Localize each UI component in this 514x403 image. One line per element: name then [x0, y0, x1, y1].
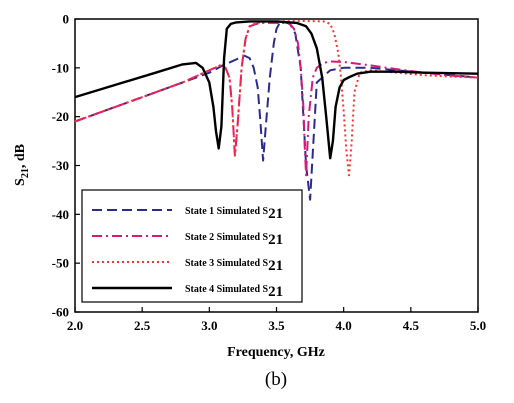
y-tick-label: -10 [52, 60, 69, 75]
y-tick-label: -60 [52, 305, 69, 320]
series-layer [74, 20, 479, 201]
x-tick-label: 2.5 [134, 318, 151, 333]
x-tick-label: 2.0 [67, 318, 83, 333]
x-axis-title: Frequency, GHz [227, 345, 325, 360]
y-tick-label: 0 [63, 12, 70, 27]
series-line-state-1 [74, 21, 479, 201]
x-tick-label: 3.0 [201, 318, 217, 333]
series-line-state-4 [74, 20, 479, 160]
y-tick-label: -50 [52, 256, 69, 271]
x-tick-label: 5.0 [470, 318, 486, 333]
legend-label-state-2: State 2 Simulated S21 [185, 232, 283, 248]
x-axis-ticks: 2.0 2.5 3.0 3.5 4.0 4.5 5.0 [67, 307, 486, 333]
x-tick-label: 4.5 [403, 318, 420, 333]
y-tick-label: -20 [52, 109, 69, 124]
y-axis-title: S21, dB [13, 144, 31, 186]
y-axis-ticks: 0 -10 -20 -30 -40 -50 -60 [52, 12, 80, 320]
legend-label-state-3: State 3 Simulated S21 [185, 258, 283, 274]
legend-label-state-1: State 1 Simulated S21 [185, 206, 283, 222]
series-line-state-2 [74, 21, 479, 177]
legend: State 1 Simulated S21 State 2 Simulated S… [81, 189, 303, 303]
series-line-state-3 [74, 20, 479, 177]
y-tick-label: -30 [52, 158, 69, 173]
x-tick-label: 3.5 [268, 318, 285, 333]
y-tick-label: -40 [52, 207, 69, 222]
legend-label-state-4: State 4 Simulated S21 [185, 284, 283, 300]
figure-caption: (b) [265, 369, 287, 390]
x-tick-label: 4.0 [336, 318, 352, 333]
legend-box [81, 189, 303, 303]
